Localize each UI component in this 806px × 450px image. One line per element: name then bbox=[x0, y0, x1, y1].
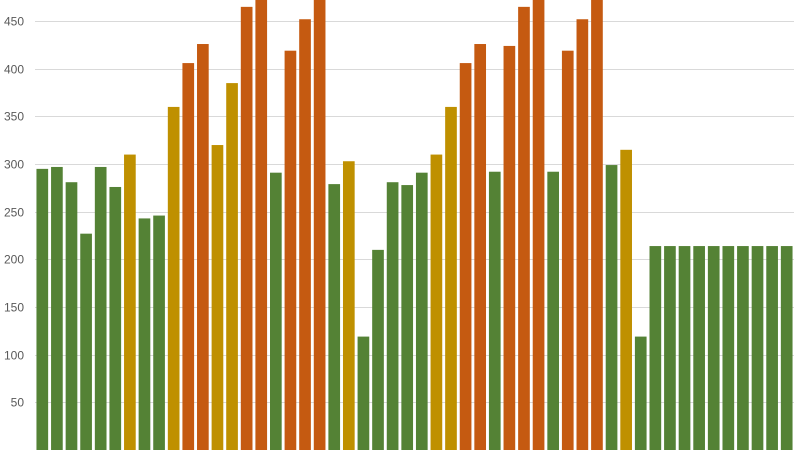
bar bbox=[722, 246, 734, 450]
bar bbox=[664, 246, 676, 450]
bar bbox=[255, 0, 267, 450]
y-tick-label: 50 bbox=[11, 396, 25, 410]
bar bbox=[212, 145, 224, 450]
bar bbox=[693, 246, 705, 450]
bar bbox=[781, 246, 793, 450]
bar bbox=[124, 155, 136, 450]
bar bbox=[416, 173, 428, 450]
bar bbox=[606, 165, 618, 450]
bar bbox=[358, 337, 370, 450]
bar bbox=[139, 218, 151, 450]
bar bbox=[109, 187, 121, 450]
bar bbox=[66, 182, 78, 450]
bar bbox=[460, 63, 472, 450]
bar bbox=[168, 107, 180, 450]
bar bbox=[562, 51, 574, 450]
bar bbox=[547, 172, 559, 450]
bar bbox=[620, 150, 632, 450]
y-tick-label: 150 bbox=[4, 301, 24, 315]
bar bbox=[737, 246, 749, 450]
bar bbox=[708, 246, 720, 450]
y-tick-label: 450 bbox=[4, 15, 24, 29]
bar bbox=[387, 182, 399, 450]
y-tick-label: 200 bbox=[4, 253, 24, 267]
bar bbox=[314, 0, 326, 450]
bar bbox=[489, 172, 501, 450]
bar bbox=[650, 246, 662, 450]
bar bbox=[445, 107, 457, 450]
bar bbox=[36, 169, 48, 450]
bar bbox=[591, 0, 603, 450]
bar bbox=[80, 234, 92, 450]
bar bbox=[577, 19, 589, 450]
bar bbox=[679, 246, 691, 450]
bar bbox=[285, 51, 297, 450]
bar bbox=[518, 7, 530, 450]
bar bbox=[299, 19, 311, 450]
bar bbox=[343, 161, 355, 450]
bar bbox=[241, 7, 253, 450]
bar bbox=[474, 44, 486, 450]
bar-series bbox=[36, 0, 792, 450]
bar bbox=[635, 337, 647, 450]
bar bbox=[270, 173, 282, 450]
bar bbox=[197, 44, 209, 450]
bar bbox=[372, 250, 384, 450]
bar bbox=[401, 185, 413, 450]
y-axis: 50 100 150 200 250 300 350 400 450 bbox=[4, 15, 24, 410]
y-tick-label: 100 bbox=[4, 349, 24, 363]
bar bbox=[95, 167, 107, 450]
bar bbox=[226, 83, 238, 450]
y-tick-label: 300 bbox=[4, 158, 24, 172]
bar bbox=[504, 46, 516, 450]
bar bbox=[328, 184, 340, 450]
bar bbox=[153, 216, 165, 450]
y-tick-label: 350 bbox=[4, 110, 24, 124]
bar bbox=[431, 155, 443, 450]
bar bbox=[51, 167, 63, 450]
bar bbox=[182, 63, 194, 450]
bar bbox=[766, 246, 778, 450]
bar bbox=[533, 0, 545, 450]
y-tick-label: 250 bbox=[4, 206, 24, 220]
bar bbox=[752, 246, 764, 450]
y-tick-label: 400 bbox=[4, 63, 24, 77]
